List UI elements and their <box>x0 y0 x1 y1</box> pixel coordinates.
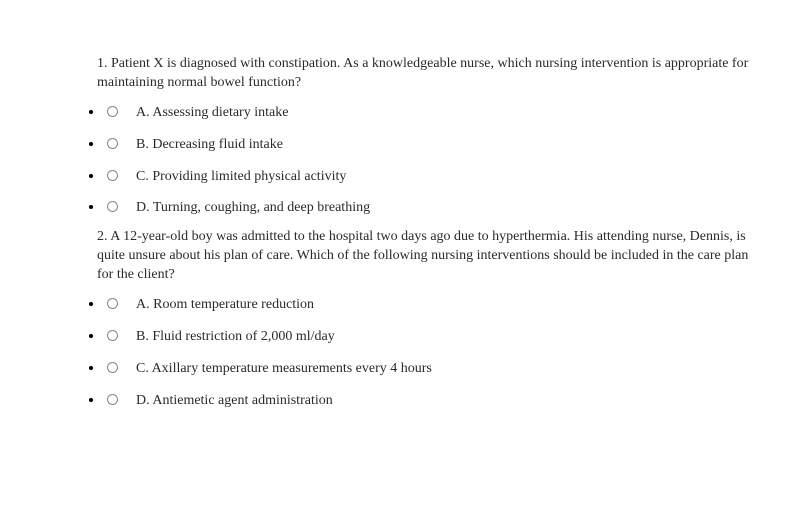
radio-icon[interactable] <box>107 201 118 212</box>
list-item: C. Axillary temperature measurements eve… <box>103 359 750 379</box>
option-label: D. Antiemetic agent administration <box>136 392 333 411</box>
radio-icon[interactable] <box>107 138 118 149</box>
radio-icon[interactable] <box>107 170 118 181</box>
list-item: D. Turning, coughing, and deep breathing <box>103 198 750 218</box>
radio-icon[interactable] <box>107 394 118 405</box>
radio-icon[interactable] <box>107 330 118 341</box>
question-stem: 2. A 12-year-old boy was admitted to the… <box>97 228 750 285</box>
list-item: B. Fluid restriction of 2,000 ml/day <box>103 327 750 347</box>
options-list: A. Room temperature reduction B. Fluid r… <box>85 295 750 411</box>
option-label: A. Room temperature reduction <box>136 296 314 315</box>
question-block-1: 1. Patient X is diagnosed with constipat… <box>85 55 750 218</box>
list-item: C. Providing limited physical activity <box>103 167 750 187</box>
list-item: A. Room temperature reduction <box>103 295 750 315</box>
option-label: C. Providing limited physical activity <box>136 168 346 187</box>
question-stem: 1. Patient X is diagnosed with constipat… <box>97 55 750 93</box>
option-label: B. Fluid restriction of 2,000 ml/day <box>136 328 335 347</box>
radio-icon[interactable] <box>107 362 118 373</box>
question-block-2: 2. A 12-year-old boy was admitted to the… <box>85 228 750 410</box>
radio-icon[interactable] <box>107 298 118 309</box>
option-label: D. Turning, coughing, and deep breathing <box>136 199 370 218</box>
list-item: D. Antiemetic agent administration <box>103 391 750 411</box>
options-list: A. Assessing dietary intake B. Decreasin… <box>85 103 750 219</box>
list-item: A. Assessing dietary intake <box>103 103 750 123</box>
option-label: B. Decreasing fluid intake <box>136 136 283 155</box>
radio-icon[interactable] <box>107 106 118 117</box>
option-label: C. Axillary temperature measurements eve… <box>136 360 432 379</box>
list-item: B. Decreasing fluid intake <box>103 135 750 155</box>
option-label: A. Assessing dietary intake <box>136 104 288 123</box>
